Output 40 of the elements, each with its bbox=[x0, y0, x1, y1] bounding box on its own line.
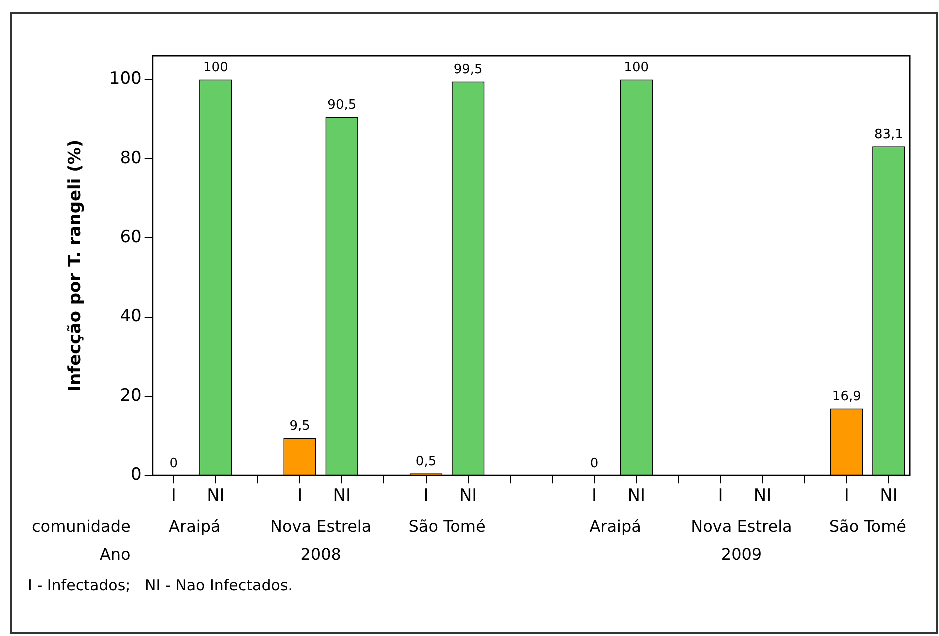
x-tick-label: NI bbox=[754, 486, 772, 506]
text: São Tomé bbox=[408, 516, 486, 536]
text: Ano bbox=[100, 544, 131, 564]
text: 2008 bbox=[300, 544, 342, 564]
y-tick-label: 40 bbox=[120, 306, 142, 327]
y-tick-label: 80 bbox=[120, 148, 142, 168]
y-tick-label: 0 bbox=[131, 465, 142, 486]
x-tick-label: I bbox=[718, 486, 724, 506]
x-tick-label: NI bbox=[207, 486, 225, 506]
x-tick-label: I bbox=[424, 486, 429, 506]
text: comunidade bbox=[32, 516, 131, 536]
y-tick-label: 20 bbox=[120, 386, 142, 406]
data-label: 9,5 bbox=[290, 418, 310, 434]
y-axis-title: Infecção por T. rangeli (%) bbox=[66, 140, 86, 392]
y-tick-label: 60 bbox=[120, 228, 142, 248]
x-tick-label: I bbox=[592, 486, 598, 506]
data-label: 90,5 bbox=[328, 98, 357, 114]
y-tick-label: 100 bbox=[109, 69, 142, 90]
x-tick-label: I bbox=[844, 486, 850, 506]
data-label: 0 bbox=[590, 456, 599, 472]
data-label: 100 bbox=[204, 60, 228, 76]
text: Araipá bbox=[169, 516, 221, 536]
x-tick-label: I bbox=[298, 486, 303, 506]
text: Araipá bbox=[590, 516, 642, 536]
x-tick-label: NI bbox=[459, 486, 478, 506]
data-label: 99,5 bbox=[454, 62, 483, 78]
x-tick-label: NI bbox=[880, 486, 898, 506]
x-tick-label: NI bbox=[333, 486, 352, 506]
data-label: 100 bbox=[624, 60, 649, 76]
text: Nova Estrela bbox=[691, 516, 792, 536]
text: Nova Estrela bbox=[270, 516, 372, 536]
text: I - Infectados; NI - Nao Infectados. bbox=[28, 576, 293, 594]
x-tick-label: NI bbox=[628, 486, 646, 506]
data-label: 83,1 bbox=[874, 128, 904, 143]
data-label: 16,9 bbox=[832, 390, 862, 405]
data-label: 0,5 bbox=[416, 454, 437, 470]
text: 2009 bbox=[721, 544, 762, 564]
text: São Tomé bbox=[829, 516, 906, 536]
x-tick-label: I bbox=[171, 486, 176, 506]
data-label: 0 bbox=[170, 456, 178, 472]
